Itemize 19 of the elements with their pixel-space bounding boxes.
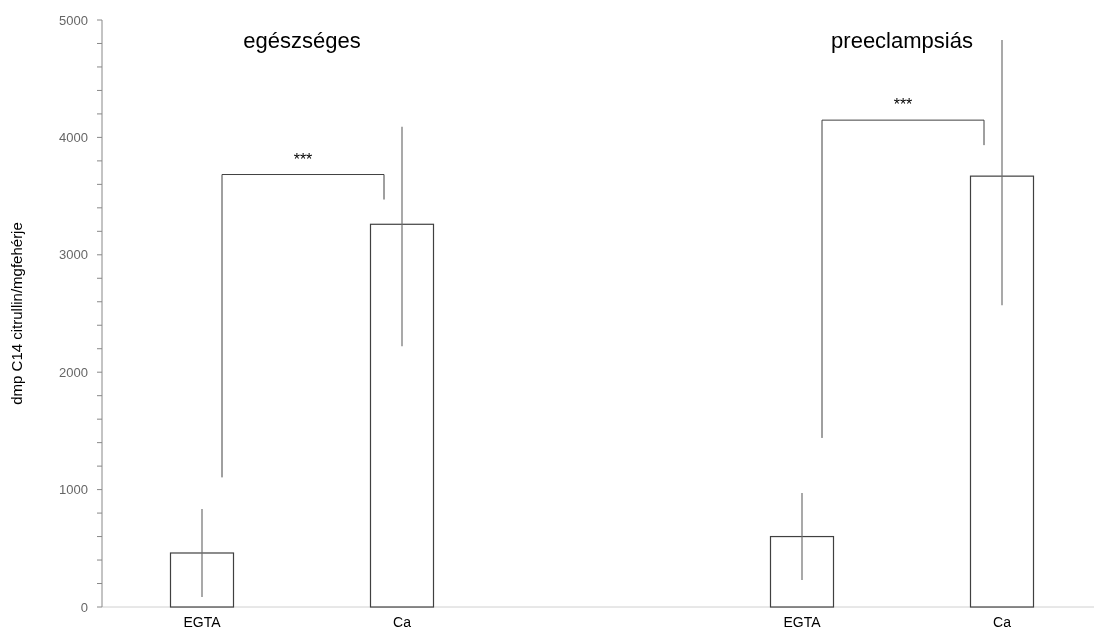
- y-tick-label: 0: [80, 599, 88, 615]
- y-axis-title: dmp C14 citrullin/mgfehérje: [8, 222, 25, 405]
- x-tick-label: EGTA: [783, 614, 822, 630]
- x-tick-label: EGTA: [183, 614, 222, 630]
- y-tick-label: 2000: [59, 364, 88, 380]
- y-tick-label: 4000: [59, 129, 88, 145]
- y-tick-label: 1000: [59, 482, 88, 498]
- y-tick-label: 3000: [59, 247, 88, 263]
- bar: [169, 552, 235, 608]
- annotation: ***: [293, 150, 313, 168]
- bar: [369, 223, 435, 608]
- bar: [969, 175, 1035, 608]
- x-tick-label: Ca: [993, 614, 1012, 630]
- y-tick-label: 5000: [59, 12, 88, 28]
- annotation: egészséges: [243, 28, 361, 53]
- annotation: preeclampsiás: [831, 28, 973, 53]
- bar: [769, 535, 835, 608]
- annotation: ***: [893, 96, 913, 114]
- x-tick-label: Ca: [393, 614, 412, 630]
